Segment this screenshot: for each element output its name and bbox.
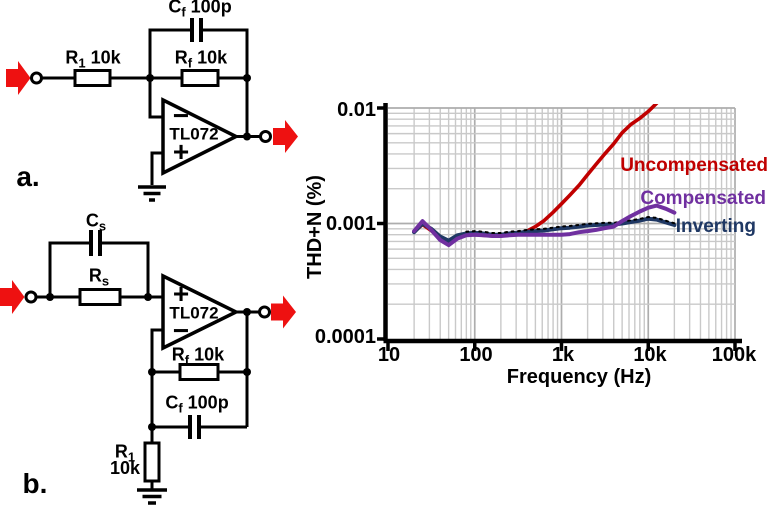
output-terminal-b (258, 305, 271, 319)
opamp-b-inverting-input-label: − (172, 315, 190, 346)
capacitor-cf-b (188, 415, 201, 439)
circuit-a-schematic (6, 18, 298, 202)
input-terminal-a (30, 71, 43, 85)
circuit-b-schematic (0, 230, 296, 505)
input-terminal-b (24, 290, 38, 304)
panel-label-a: a. (16, 161, 40, 192)
x-tick-100: 100 (459, 344, 493, 366)
resistor-r1-b (143, 441, 161, 483)
junction-dots-a (146, 74, 251, 141)
label-rf-a: Rf 10k (174, 47, 228, 71)
junction-dots-b (46, 293, 251, 431)
series-label-inverting: Inverting (675, 216, 756, 237)
ground-a (138, 185, 166, 202)
opamp-a-part-number: TL072 (169, 124, 219, 144)
input-arrow-icon-a (6, 61, 31, 95)
label-rs-b: Rs (88, 265, 110, 289)
output-terminal-a (259, 130, 272, 143)
panel-label-b: b. (22, 468, 48, 499)
opamp-triangle-b (161, 273, 240, 351)
capacitor-cs-b (89, 230, 102, 256)
resistor-r1-a (73, 69, 112, 87)
label-r1-b-value: 10k (109, 458, 141, 478)
label-r1-b-symbol: R1 (114, 441, 136, 465)
x-axis-title: Frequency (Hz) (506, 366, 652, 388)
resistor-rf-b (178, 363, 220, 381)
output-arrow-icon-b (271, 295, 296, 329)
opamp-a-noninverting-input-label: + (172, 136, 190, 167)
resistor-rs-b (78, 288, 122, 306)
x-tick-10k: 10k (633, 344, 667, 366)
thd-frequency-chart (377, 103, 742, 351)
label-rf-b: Rf 10k (171, 344, 225, 368)
y-tick-0p001: 0.001 (325, 213, 376, 235)
y-tick-0p01: 0.01 (337, 99, 376, 121)
ground-b (137, 488, 167, 505)
input-arrow-icon-b (0, 280, 25, 314)
opamp-triangle-a (161, 97, 240, 176)
label-cf-a: Cf 100p (168, 0, 232, 20)
resistor-rf-a (180, 69, 220, 87)
label-cs-b: Cs (85, 210, 107, 234)
opamp-b-noninverting-input-label: + (172, 278, 190, 309)
x-tick-10: 10 (377, 344, 401, 366)
x-tick-100k: 100k (711, 344, 757, 366)
capacitor-cf-a (190, 18, 203, 42)
y-tick-0p0001: 0.0001 (314, 326, 376, 348)
series-label-uncompensated: Uncompensated (620, 155, 768, 176)
opamp-a-inverting-input-label: − (172, 100, 190, 131)
opamp-b-part-number: TL072 (169, 303, 219, 323)
x-tick-1k: 1k (551, 344, 575, 366)
series-label-compensated: Compensated (640, 188, 766, 209)
output-arrow-icon-a (273, 120, 298, 153)
label-cf-b: Cf 100p (165, 392, 229, 416)
label-r1-a: R1 10k (65, 47, 121, 71)
